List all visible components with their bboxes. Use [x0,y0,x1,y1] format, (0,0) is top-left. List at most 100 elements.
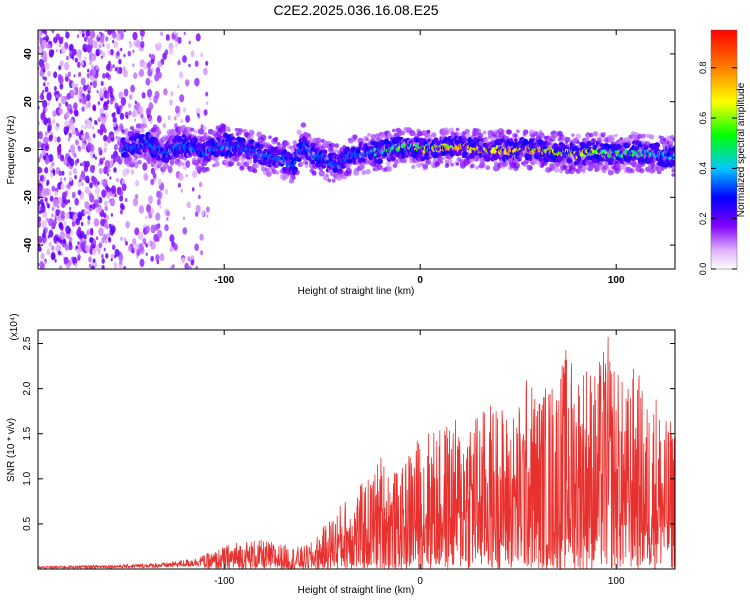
spectrogram-noise-blob [145,225,150,234]
spectrogram-noise-blob [185,115,191,123]
spectrogram-halo-blob [593,131,598,137]
spectrogram-noise-blob [142,162,148,171]
spectrogram-halo-blob [617,167,622,172]
spectrogram-noise-blob [97,101,101,105]
spectrogram-noise-blob [76,34,80,38]
spectrogram-noise-blob [46,217,49,223]
spectrogram-noise-blob [80,221,84,227]
spectrogram-noise-blob [69,43,74,52]
spectrogram-noise-blob [101,189,107,198]
spectrogram-halo-blob [271,169,277,175]
spectrogram-noise-blob [68,170,72,176]
spectrogram-halo-blob [138,127,145,133]
spectrogram-noise-blob [38,216,42,222]
spectrogram-halo-blob [386,161,391,166]
spectrogram-noise-blob [79,179,81,183]
spectrogram-noise-blob [70,124,76,133]
spectrogram-noise-blob [99,36,105,44]
spectrogram-noise-blob [110,225,116,234]
spectrogram-noise-blob [104,222,109,229]
spectrogram-noise-blob [66,55,69,61]
spectrogram-noise-blob [138,105,144,115]
spectrogram-noise-blob [157,178,162,186]
spectrogram-noise-blob [59,231,66,240]
spectrogram-noise-blob [43,136,49,145]
spectrogram-noise-blob [77,254,81,261]
spectrogram-noise-blob [44,227,49,233]
spectrogram-halo-blob [266,171,272,178]
spectrogram-noise-blob [135,39,141,48]
spectrogram-noise-blob [47,123,52,132]
spectrogram-noise-blob [57,123,60,128]
spectrogram-noise-blob [112,39,115,44]
spectrogram-noise-blob [81,125,84,129]
spectrogram-noise-blob [206,214,209,218]
spectrogram-noise-blob [142,117,147,125]
spectrogram-noise-blob [103,166,109,175]
spectrogram-noise-blob [102,73,106,79]
spectrogram-noise-blob [198,181,203,188]
spectrogram-noise-blob [150,178,155,186]
chart-title: C2E2.2025.036.16.08.E25 [273,2,438,18]
spectrogram-noise-blob [123,266,127,269]
spectrogram-noise-blob [86,72,91,79]
spectrogram-noise-blob [38,246,42,252]
spectrogram-noise-blob [56,136,61,143]
spectrogram-noise-blob [99,49,103,55]
spectrogram-noise-blob [84,201,90,210]
spectrogram-noise-blob [134,100,137,104]
spectrogram-noise-blob [83,56,87,62]
spectrogram-noise-blob [85,35,89,40]
spectrogram-noise-blob [85,244,91,253]
spectrogram-noise-blob [74,57,78,63]
spectrogram-noise-blob [75,110,79,117]
spectrogram-band-blob [586,140,592,147]
spectrogram-noise-blob [89,61,92,65]
spectrogram-noise-blob [47,81,50,86]
spectrogram-noise-blob [44,188,50,196]
spectrogram-noise-blob [74,162,77,166]
spectrogram-band-blob [258,144,264,150]
spectrogram-noise-blob [61,95,67,105]
spectrogram-halo-blob [386,165,393,172]
spectrogram-noise-blob [148,195,153,204]
spectrogram-noise-blob [174,116,177,121]
spectrogram-band-blob [513,138,518,143]
spectrogram-noise-blob [95,64,99,71]
spectrogram-halo-blob [422,163,428,169]
spectrogram-noise-blob [154,90,160,100]
spectrogram-noise-blob [195,33,201,42]
spectrogram-noise-blob [139,30,145,37]
spectrogram-halo-blob [513,133,518,138]
spectrogram-noise-blob [180,119,184,124]
spectrogram-halo-blob [158,160,164,166]
spectrogram-noise-blob [58,43,62,48]
spectrogram-noise-blob [140,40,145,49]
spectrogram-x-label: Height of straight line (km) [298,286,415,297]
spectrogram-noise-blob [97,205,103,213]
spectrogram-halo-blob [588,132,594,138]
spectrogram-noise-blob [48,242,52,247]
spectrogram-noise-blob [47,235,50,239]
spectrogram-noise-blob [169,246,174,253]
spectrogram-noise-blob [74,198,79,206]
spectrogram-noise-blob [86,44,92,53]
spectrogram-noise-blob [79,230,85,239]
spectrogram-noise-blob [108,223,112,229]
spectrogram-halo-blob [652,169,656,173]
spectrogram-noise-blob [197,113,200,117]
spectrogram-halo-blob [516,129,520,134]
y-tick-label: 20 [23,96,34,108]
spectrogram-halo-blob [629,168,635,174]
spectrogram-noise-blob [105,214,109,220]
spectrogram-noise-blob [91,75,95,82]
spectrogram-noise-blob [107,173,109,177]
spectrogram-noise-blob [92,133,96,139]
spectrogram-noise-blob [184,262,189,269]
spectrogram-noise-blob [141,92,146,99]
spectrogram-band-blob [504,154,510,160]
spectrogram-halo-blob [619,137,624,141]
spectrogram-ticks: -100 0 100 -40 -20 0 20 40 [23,30,675,286]
spectrogram-halo-blob [455,127,460,132]
spectrogram-noise-blob [139,68,145,78]
